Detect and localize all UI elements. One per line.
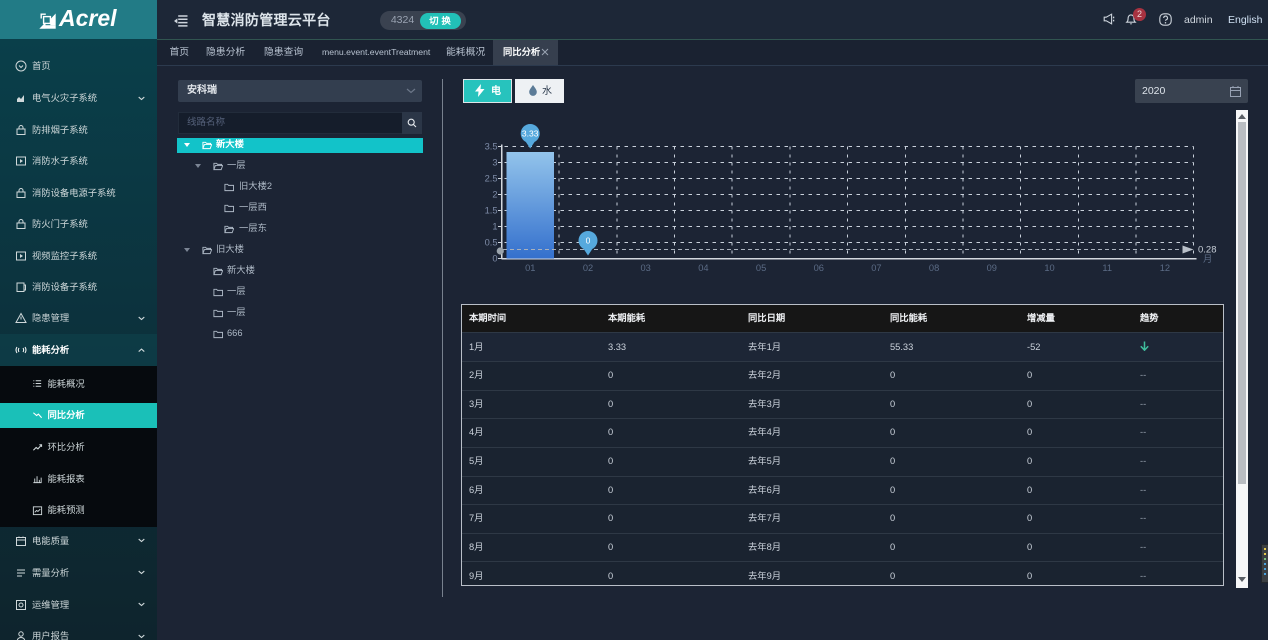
svg-text:2: 2: [492, 190, 497, 200]
svg-text:0: 0: [492, 254, 497, 264]
svg-text:3.5: 3.5: [485, 142, 498, 152]
svg-text:12: 12: [1160, 263, 1170, 273]
svg-text:月: 月: [1203, 254, 1212, 264]
svg-text:08: 08: [929, 263, 939, 273]
svg-text:10: 10: [1044, 263, 1054, 273]
svg-text:0: 0: [586, 236, 591, 246]
svg-text:2.5: 2.5: [485, 174, 498, 184]
svg-text:05: 05: [756, 263, 766, 273]
svg-text:06: 06: [814, 263, 824, 273]
svg-text:09: 09: [987, 263, 997, 273]
svg-text:03: 03: [641, 263, 651, 273]
svg-text:02: 02: [583, 263, 593, 273]
svg-text:07: 07: [871, 263, 881, 273]
svg-text:0.5: 0.5: [485, 238, 498, 248]
svg-text:01: 01: [525, 263, 535, 273]
svg-text:0.28: 0.28: [1198, 245, 1217, 256]
svg-text:04: 04: [698, 263, 708, 273]
svg-text:11: 11: [1102, 263, 1112, 273]
svg-text:3: 3: [492, 158, 497, 168]
svg-text:1.5: 1.5: [485, 206, 498, 216]
svg-text:1: 1: [492, 222, 497, 232]
svg-text:3.33: 3.33: [522, 129, 539, 139]
